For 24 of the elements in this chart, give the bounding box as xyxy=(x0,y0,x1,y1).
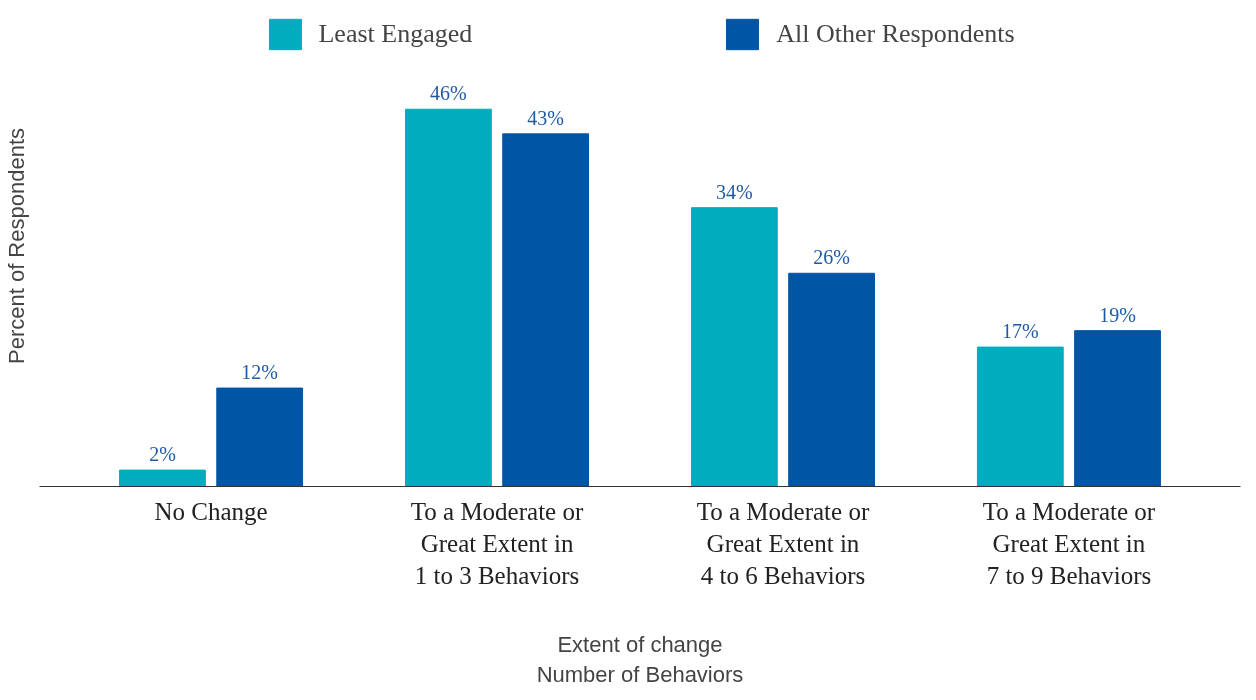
legend-label: All Other Respondents xyxy=(776,19,1015,49)
bar xyxy=(502,133,590,487)
data-label: 34% xyxy=(716,180,753,203)
x-tick-label: To a Moderate or Great Extent in 1 to 3 Behaviors xyxy=(410,497,584,590)
bar xyxy=(976,346,1064,487)
bar xyxy=(119,469,206,487)
legend-label: Least Engaged xyxy=(318,19,473,49)
x-tick-label: No Change xyxy=(154,497,268,525)
x-tick-label: To a Moderate or Great Extent in 4 to 6 Behaviors xyxy=(696,497,870,590)
bar xyxy=(216,387,304,487)
data-label: 46% xyxy=(430,82,467,105)
x-axis-title: Extent of change Number of Behaviors xyxy=(536,632,744,688)
data-label: 2% xyxy=(149,443,176,466)
bar xyxy=(405,108,492,487)
data-label: 17% xyxy=(1001,320,1039,343)
bar xyxy=(690,207,778,487)
bar xyxy=(1074,330,1161,487)
x-tick-label: To a Moderate or Great Extent in 7 to 9 Behaviors xyxy=(982,497,1156,590)
data-label: 19% xyxy=(1099,303,1136,326)
data-label: 43% xyxy=(527,106,564,129)
y-axis-title: Percent of Respondents xyxy=(3,127,29,365)
bar xyxy=(788,272,875,487)
data-label: 12% xyxy=(241,361,279,384)
data-label: 26% xyxy=(813,246,850,269)
